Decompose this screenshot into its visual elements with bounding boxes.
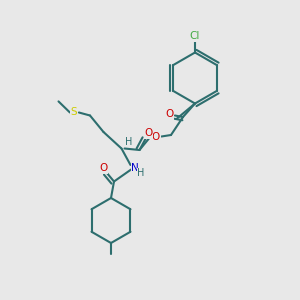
Text: O: O xyxy=(144,128,153,139)
Text: S: S xyxy=(70,107,77,118)
Text: O: O xyxy=(165,109,174,119)
Text: O: O xyxy=(99,163,108,173)
Text: Cl: Cl xyxy=(190,31,200,41)
Text: O: O xyxy=(152,131,160,142)
Text: N: N xyxy=(131,163,139,173)
Text: H: H xyxy=(137,168,145,178)
Text: H: H xyxy=(125,137,133,147)
